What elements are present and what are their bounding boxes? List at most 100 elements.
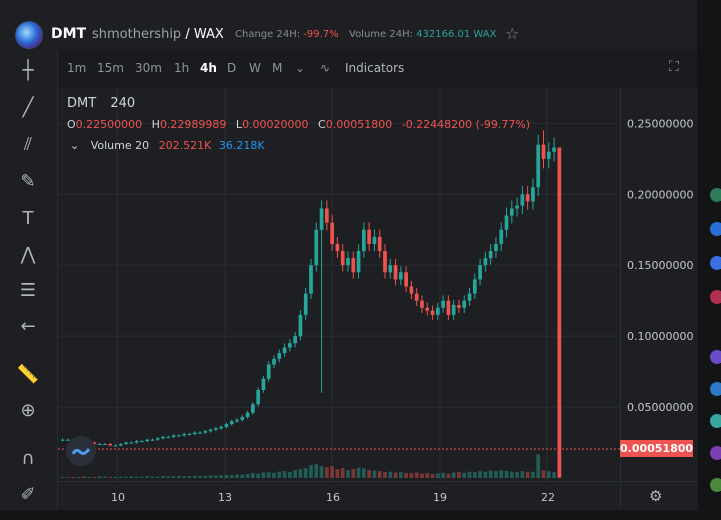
volume-bar	[420, 473, 424, 478]
chart-pane[interactable]	[58, 88, 620, 481]
candle-body	[187, 434, 192, 436]
panel-item-icon[interactable]	[710, 446, 721, 460]
interval-30m[interactable]: 30m	[135, 61, 162, 75]
candle-body	[293, 336, 297, 344]
interval-15m[interactable]: 15m	[97, 61, 124, 75]
interval-1h[interactable]: 1h	[174, 61, 190, 75]
drawing-toolbar: ┼ ╱ ⫽ ✎ T ⋀ ☰ ← 📏 ⊕ ∩ ✐	[0, 50, 58, 520]
candle-body	[60, 439, 65, 441]
candle-body	[325, 208, 329, 223]
favorite-star-icon[interactable]: ☆	[505, 24, 520, 43]
fullscreen-icon[interactable]: ⛶	[669, 59, 679, 75]
candle-body	[118, 443, 123, 446]
time-axis[interactable]	[58, 481, 620, 511]
candle-body	[398, 272, 403, 280]
indicators-icon[interactable]: ∿	[320, 61, 331, 75]
candle-body	[171, 435, 176, 437]
volume-collapse-chevron-icon[interactable]: ⌄	[70, 139, 80, 152]
close-label: C	[318, 118, 326, 131]
volume-24h: Volume 24H: 432166.01 WAX	[349, 29, 496, 40]
panel-item-icon[interactable]	[710, 222, 721, 236]
panel-item-icon[interactable]	[710, 414, 721, 428]
candle-body	[182, 434, 187, 436]
candle-body	[224, 424, 229, 427]
volume-bar	[150, 476, 155, 478]
interval-m[interactable]: M	[272, 61, 283, 75]
volume-bar	[108, 477, 113, 478]
trend-line-icon[interactable]: ╱	[22, 97, 34, 118]
text-tool-icon[interactable]: T	[22, 208, 34, 229]
legend-interval: 240	[110, 96, 136, 111]
panel-item-icon[interactable]	[710, 350, 721, 364]
candle-body	[541, 144, 546, 159]
volume-bar	[208, 475, 213, 478]
candle-body	[140, 441, 144, 443]
volume-bar	[319, 466, 324, 478]
arrow-back-icon[interactable]: ←	[20, 316, 36, 337]
panel-item-icon[interactable]	[710, 382, 721, 396]
volume-bar	[245, 474, 250, 478]
volume-bar	[219, 475, 224, 478]
legend-title: DMT 240	[67, 96, 145, 111]
panel-item-icon[interactable]	[710, 478, 721, 492]
volume-bar	[97, 476, 102, 478]
change-value: -0.22448200 (-99.77%)	[401, 118, 531, 131]
parallel-channel-icon[interactable]: ⫽	[23, 134, 33, 155]
pattern-icon[interactable]: ⋀	[20, 244, 36, 265]
panel-item-icon[interactable]	[710, 188, 721, 202]
candle-body	[314, 229, 319, 266]
crosshair-icon[interactable]: ┼	[22, 60, 34, 81]
interval-dropdown-chevron-icon[interactable]: ⌄	[295, 61, 306, 75]
candle-body	[377, 236, 382, 252]
indicators-button[interactable]: Indicators	[345, 61, 405, 75]
interval-d[interactable]: D	[227, 61, 237, 75]
volume-bar	[330, 466, 334, 478]
ruler-icon[interactable]: 📏	[16, 364, 40, 385]
zoom-in-icon[interactable]: ⊕	[20, 400, 36, 421]
candle-body	[388, 265, 393, 273]
fib-retracement-icon[interactable]: ☰	[19, 280, 37, 301]
panel-item-icon[interactable]	[710, 256, 721, 270]
volume-bar	[214, 475, 218, 478]
candle-body	[393, 265, 398, 280]
price-tick-label: 0.10000000	[627, 330, 693, 343]
volume-bar	[541, 470, 546, 478]
volume-bar	[113, 476, 118, 478]
interval-1m[interactable]: 1m	[67, 61, 87, 75]
candle-body	[525, 194, 530, 202]
candle-body	[277, 353, 282, 359]
volume-bar	[546, 471, 551, 478]
volume-24h-value: 432166.01 WAX	[416, 29, 497, 40]
symbol-title: DMT	[51, 26, 87, 42]
candle-body	[309, 265, 313, 294]
candle-body	[531, 187, 535, 202]
lock-drawing-icon[interactable]: ✐	[20, 484, 36, 505]
candle-body	[129, 442, 134, 444]
close-value: 0.00051800	[325, 118, 393, 131]
change-24h-value: -99.7%	[303, 29, 339, 40]
candle-body	[261, 378, 266, 391]
candle-body	[113, 445, 118, 447]
volume-bar	[409, 473, 414, 478]
volume-bar	[161, 476, 165, 478]
volume-bar	[177, 475, 181, 478]
volume-bar	[525, 472, 530, 478]
volume-bar	[235, 474, 239, 478]
settings-gear-icon[interactable]: ⚙	[649, 487, 663, 505]
panel-item-icon[interactable]	[710, 290, 721, 304]
magnet-icon[interactable]: ∩	[21, 448, 35, 469]
volume-bar	[303, 468, 308, 478]
price-axis[interactable]	[620, 88, 698, 481]
volume-bar	[256, 473, 261, 478]
interval-w[interactable]: W	[249, 61, 261, 75]
candle-body	[266, 364, 271, 379]
candle-body	[546, 151, 551, 159]
volume-bar	[425, 473, 430, 478]
time-tick-label: 19	[433, 491, 447, 504]
volume-bar	[351, 469, 356, 478]
ohlc-legend: O0.22500000 H0.22989989 L0.00020000 C0.0…	[67, 118, 536, 131]
volume-bar	[446, 473, 451, 478]
interval-4h[interactable]: 4h	[200, 61, 217, 75]
brush-icon[interactable]: ✎	[20, 171, 36, 192]
candle-body	[103, 443, 107, 445]
